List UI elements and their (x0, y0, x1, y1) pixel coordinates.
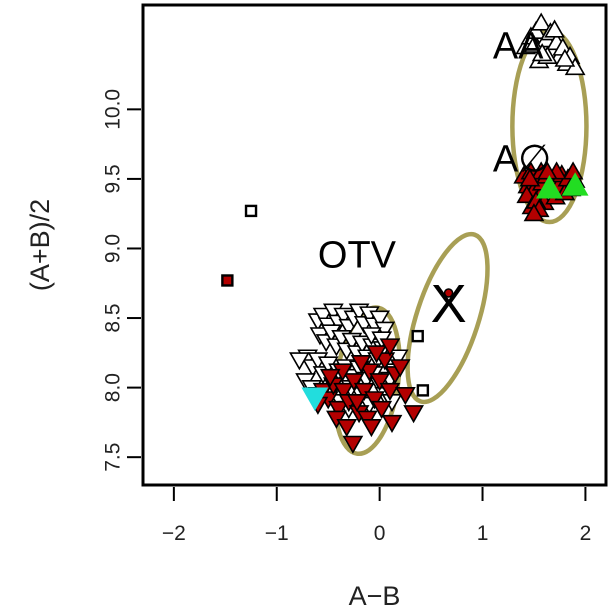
triangle-down-red-point (379, 382, 401, 402)
triangle-down-red-point (381, 414, 403, 434)
points-layer (221, 12, 589, 454)
filled-square-point (221, 274, 234, 287)
triangle-up-red-point (523, 203, 545, 222)
triangle-up-open-point (554, 48, 576, 67)
triangle-down-open-point (312, 307, 334, 326)
y-axis: 7.5 8.0 8.5 9.0 9.5 10.0 (102, 89, 141, 472)
triangle-down-red-point (371, 400, 393, 420)
open-square-point (411, 329, 424, 343)
y-axis-title: (A+B)/2 (25, 199, 55, 291)
triangle-up-open-point (531, 43, 553, 62)
triangle-down-red-point (361, 419, 382, 438)
triangle-down-red-point (333, 382, 355, 402)
triangle-down-red-point (374, 352, 396, 371)
group-label: X (431, 274, 467, 334)
triangle-up-open-point (530, 12, 552, 31)
x-tick-label: −1 (265, 522, 289, 545)
triangle-down-open-point (289, 352, 310, 371)
x-tick-label: 2 (580, 522, 592, 545)
triangle-down-red-point (358, 363, 380, 382)
triangle-up-green-point (561, 172, 589, 196)
x-axis-title: A−B (349, 581, 401, 611)
triangle-down-red-point (369, 373, 391, 392)
triangle-up-open-point (523, 34, 545, 53)
open-square-point (244, 204, 258, 218)
group-ellipse-3 (405, 231, 490, 405)
triangle-down-open-point (374, 321, 396, 340)
group-label: AA (493, 26, 544, 68)
triangle-down-open-point (369, 310, 391, 329)
triangle-up-green-point (536, 175, 563, 199)
triangle-down-red-point (364, 391, 385, 410)
x-tick-label: 1 (477, 522, 489, 545)
triangle-down-red-point (366, 345, 387, 364)
y-tick-label: 9.0 (102, 234, 125, 263)
triangle-down-red-point (343, 373, 365, 392)
triangle-down-red-point (389, 359, 411, 378)
x-tick-label: −2 (162, 522, 186, 545)
triangle-down-red-point (379, 338, 401, 357)
y-tick-label: 9.5 (102, 164, 125, 193)
group-label: OTV (318, 234, 397, 276)
y-tick-label: 8.0 (102, 373, 125, 402)
open-square-point (416, 384, 430, 397)
triangle-down-red-point (346, 393, 368, 413)
triangle-up-open-point (544, 19, 565, 38)
triangle-down-red-point (319, 368, 341, 388)
triangle-down-red-point (350, 355, 372, 374)
triangle-down-red-point (342, 435, 364, 454)
group-label: A∅ (493, 138, 551, 180)
y-tick-label: 7.5 (102, 443, 125, 472)
triangle-down-cyan-point (301, 387, 329, 411)
y-tick-label: 8.5 (102, 303, 125, 332)
x-tick-label: 0 (374, 522, 386, 545)
triangle-up-red-point (519, 168, 541, 187)
x-point (443, 288, 454, 298)
triangle-down-red-point (394, 387, 416, 406)
triangle-down-red-point (328, 400, 349, 420)
plot-frame (141, 3, 608, 487)
annotation-layer: AA A∅ OTV X (318, 26, 551, 334)
triangle-down-red-point (403, 405, 424, 424)
y-tick-label: 10.0 (102, 89, 125, 130)
triangle-down-red-point (336, 419, 358, 438)
x-axis: −2 −1 0 1 2 (162, 487, 591, 545)
